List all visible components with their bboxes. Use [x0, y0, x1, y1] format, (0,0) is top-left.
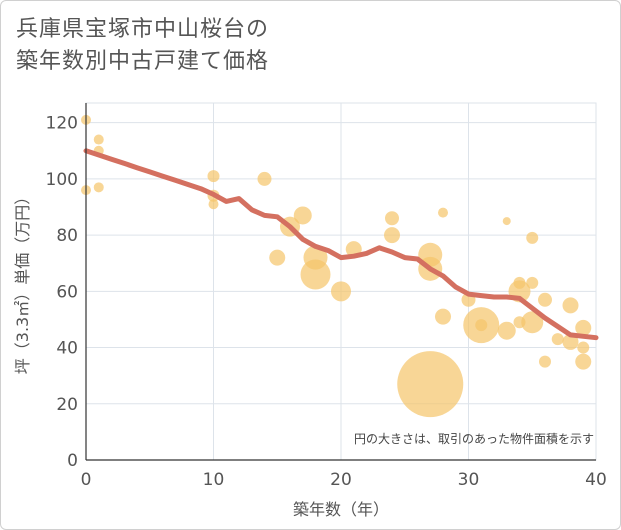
y-tick-label: 40	[56, 339, 78, 359]
data-point	[384, 227, 400, 244]
data-point	[300, 259, 331, 290]
axes: 0 20 40 60 80 100 120 0 10 20 30 40	[46, 103, 607, 490]
y-tick-label: 120	[46, 114, 78, 134]
y-tick-label: 20	[56, 395, 78, 415]
data-point	[208, 199, 219, 210]
data-point	[551, 333, 564, 346]
x-axis-label: 築年数（年）	[293, 500, 389, 519]
data-point	[526, 231, 539, 244]
trend-line-group	[83, 148, 599, 341]
data-point	[538, 292, 552, 307]
data-point	[207, 170, 220, 183]
data-point	[293, 206, 312, 225]
y-tick-label: 60	[56, 282, 78, 302]
data-point	[475, 319, 488, 332]
data-point	[521, 311, 544, 334]
x-tick-label: 20	[330, 470, 352, 490]
data-point	[257, 171, 272, 186]
data-point	[93, 182, 104, 193]
x-tick-label: 0	[81, 470, 92, 490]
y-tick-label: 0	[67, 451, 78, 471]
data-point	[562, 297, 579, 314]
data-point	[539, 355, 551, 368]
data-point	[526, 276, 539, 289]
data-point	[438, 207, 448, 218]
data-point	[331, 281, 351, 302]
data-point	[397, 351, 464, 418]
x-tick-label: 10	[203, 470, 225, 490]
y-axis-label: 坪（3.3㎡）単価（万円）	[13, 189, 32, 374]
chart-title: 兵庫県宝塚市中山桜台の 築年数別中古戸建て価格	[16, 17, 270, 74]
data-point	[93, 134, 104, 145]
x-tick-label: 40	[585, 470, 607, 490]
data-point	[575, 319, 592, 336]
grid	[85, 102, 597, 461]
data-point	[575, 353, 592, 370]
data-point	[497, 321, 516, 340]
y-tick-label: 100	[46, 170, 78, 190]
data-point	[435, 308, 451, 325]
trend-line	[83, 148, 599, 341]
y-tick-label: 80	[56, 226, 78, 246]
data-point	[502, 217, 511, 226]
bubble-size-note: 円の大きさは、取引のあった物件面積を示す	[354, 431, 594, 446]
x-tick-label: 30	[458, 470, 480, 490]
data-point	[577, 341, 590, 354]
data-point	[269, 249, 286, 266]
data-point	[562, 333, 579, 350]
data-points	[81, 114, 592, 418]
data-point	[385, 211, 399, 226]
